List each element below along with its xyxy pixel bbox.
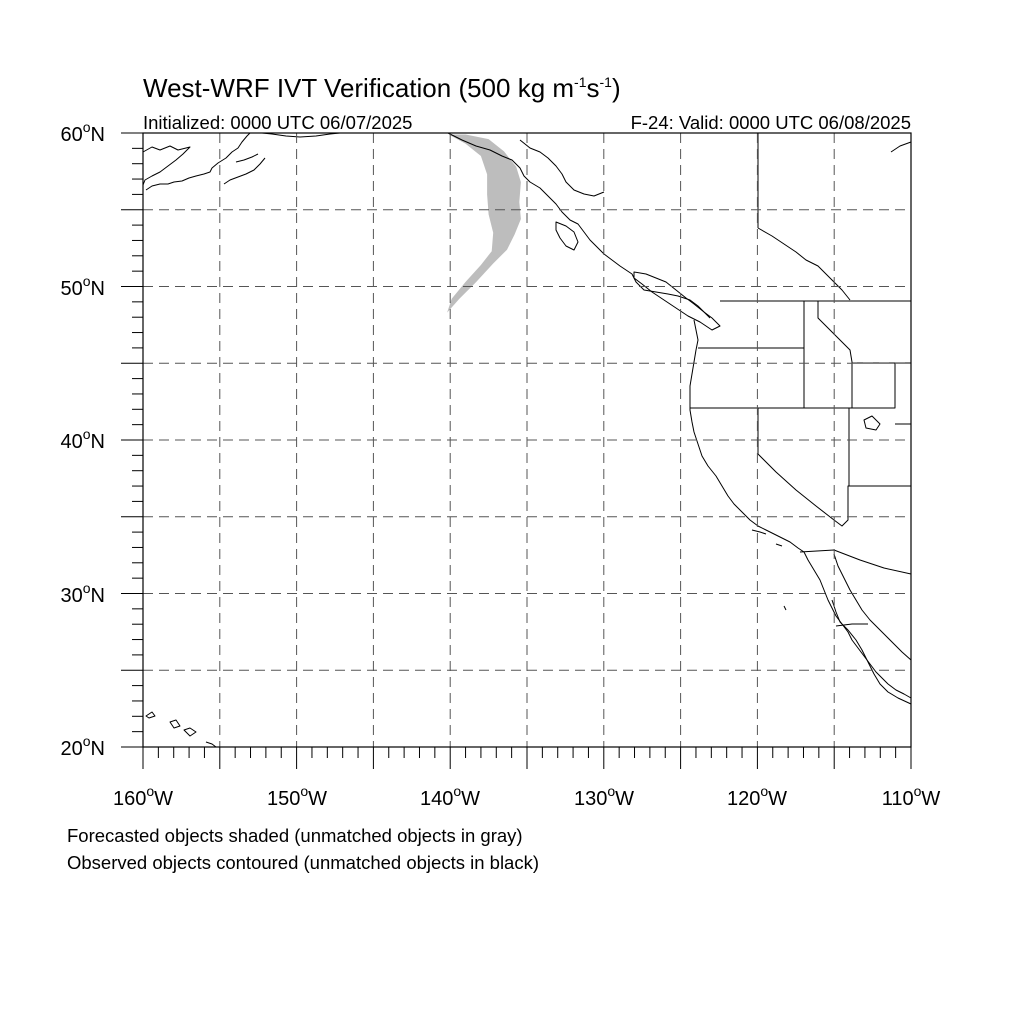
lat-label-30n: 30oN [61, 580, 106, 607]
lat-label-60n: 60oN [61, 119, 106, 146]
coastline-kodiak [223, 153, 266, 185]
coastline-baja-pacific [803, 551, 912, 699]
lon-label-150w: 150oW [267, 783, 327, 810]
island-hawaii [205, 741, 217, 748]
longitude-labels: 160oW 150oW 140oW 130oW 120oW 110oW [113, 783, 940, 810]
valid-time-label: F-24: Valid: 0000 UTC 06/08/2025 [631, 112, 911, 133]
coastline-mainland-mexico [831, 599, 912, 705]
note-forecast-objects: Forecasted objects shaded (unmatched obj… [67, 825, 523, 846]
island-vancouver [633, 271, 721, 331]
coastline-alaska-peninsula [142, 145, 191, 186]
lon-label-120w: 120oW [727, 783, 787, 810]
islands-channel [751, 529, 783, 547]
border-baja-states [835, 623, 868, 627]
forecast-object-unmatched [447, 134, 521, 313]
island-oahu-maui [169, 719, 197, 737]
lon-label-160w: 160oW [113, 783, 173, 810]
lat-label-40n: 40oN [61, 426, 106, 453]
coastline-hudson-edge [890, 141, 912, 153]
lon-label-130w: 130oW [574, 783, 634, 810]
border-idaho [803, 301, 853, 408]
border-california-nevada [757, 408, 911, 527]
coastline-alaska-south [261, 132, 341, 138]
coastline-us-west [689, 319, 805, 553]
coastline-southeast-alaska-bc [447, 132, 711, 319]
lat-label-20n: 20oN [61, 733, 106, 760]
coastline-alaska-panhandle-inner [519, 139, 605, 197]
coastline-gulf-of-california-east [833, 553, 912, 661]
lon-label-140w: 140oW [420, 783, 480, 810]
border-us-mexico [799, 549, 912, 575]
lat-label-50n: 50oN [61, 273, 106, 300]
axis-ticks [121, 132, 912, 769]
latitude-labels: 60oN 50oN 40oN 30oN 20oN [61, 119, 106, 760]
init-time-label: Initialized: 0000 UTC 06/07/2025 [143, 112, 412, 133]
island-guadalupe [783, 605, 787, 611]
coastlines-and-borders [142, 132, 912, 748]
lake-great-salt [863, 415, 881, 431]
map-plot-area [121, 132, 912, 769]
figure-title: West-WRF IVT Verification (500 kg m-1s-1… [143, 73, 621, 103]
island-kauai [145, 711, 156, 719]
note-observed-objects: Observed objects contoured (unmatched ob… [67, 852, 540, 873]
coastline-gulf-of-alaska-west [145, 132, 251, 191]
island-haida-gwaii [555, 221, 579, 251]
lon-label-110w: 110oW [882, 783, 941, 810]
gridlines [143, 133, 911, 747]
